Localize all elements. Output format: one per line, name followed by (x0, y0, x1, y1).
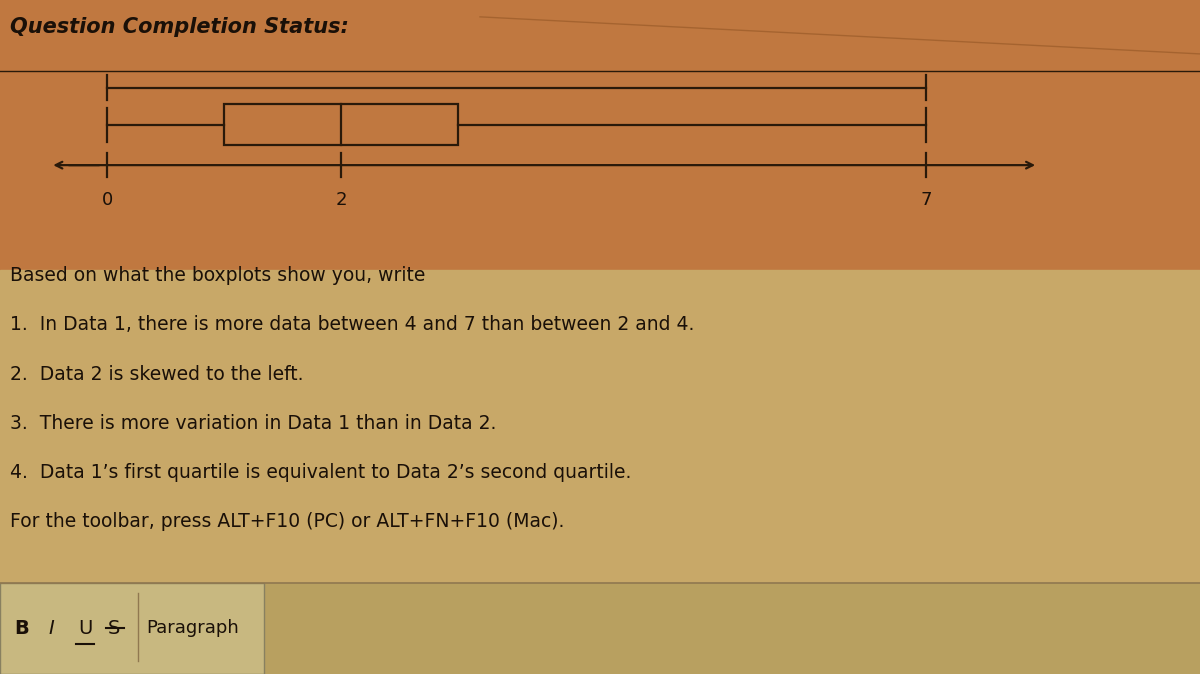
Bar (224, 104, 458, 145)
Text: U: U (78, 619, 92, 638)
Text: 0: 0 (102, 191, 113, 209)
Text: 3.  There is more variation in Data 1 than in Data 2.: 3. There is more variation in Data 1 tha… (10, 414, 496, 433)
Text: Based on what the boxplots show you, write: Based on what the boxplots show you, wri… (10, 266, 431, 285)
Text: For the toolbar, press ALT+F10 (PC) or ALT+FN+F10 (Mac).: For the toolbar, press ALT+F10 (PC) or A… (10, 512, 564, 531)
Text: Paragraph: Paragraph (146, 619, 239, 637)
Text: S: S (108, 619, 120, 638)
Text: Question Completion Status:: Question Completion Status: (10, 17, 348, 37)
Bar (0, 270, 1200, 674)
Text: 2: 2 (336, 191, 347, 209)
Bar (0, 583, 1200, 674)
Text: 4.  Data 1’s first quartile is equivalent to Data 2’s second quartile.: 4. Data 1’s first quartile is equivalent… (10, 463, 631, 482)
Text: 1.  In Data 1, there is more data between 4 and 7 than between 2 and 4.: 1. In Data 1, there is more data between… (10, 315, 694, 334)
Text: B: B (14, 619, 29, 638)
Bar (0, 283, 1200, 586)
Bar (0, 583, 1200, 674)
Text: I: I (48, 619, 54, 638)
Bar (0, 0, 1200, 586)
Bar (0, 583, 264, 674)
Text: 7: 7 (920, 191, 932, 209)
Text: 2.  Data 2 is skewed to the left.: 2. Data 2 is skewed to the left. (10, 365, 304, 384)
